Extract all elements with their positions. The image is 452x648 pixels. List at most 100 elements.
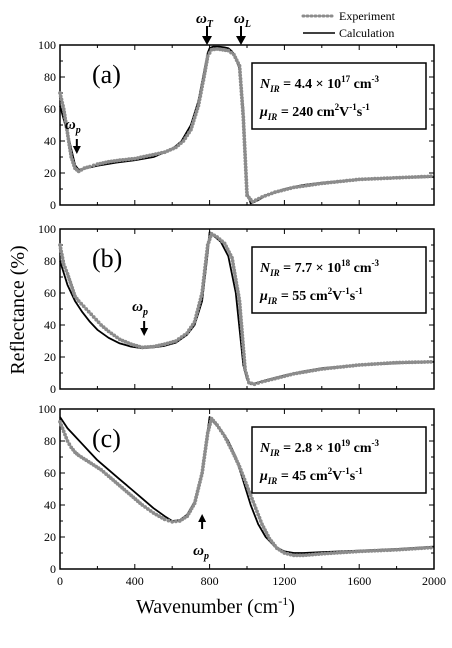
experiment-point: [63, 116, 67, 120]
experiment-point: [76, 169, 81, 174]
experiment-point: [237, 302, 242, 306]
experiment-point: [376, 361, 380, 366]
experiment-point: [354, 177, 358, 182]
experiment-point: [282, 187, 287, 192]
experiment-point: [193, 112, 198, 117]
experiment-point: [251, 499, 256, 504]
experiment-point: [264, 530, 269, 535]
experiment-point: [190, 322, 195, 327]
experiment-point: [196, 486, 201, 491]
experiment-point: [196, 303, 201, 308]
experiment-point: [195, 106, 200, 111]
experiment-point: [203, 262, 208, 267]
experiment-point: [199, 87, 204, 92]
experiment-point: [397, 175, 402, 180]
experiment-point: [422, 546, 427, 550]
experiment-point: [316, 552, 321, 556]
experiment-point: [224, 244, 229, 249]
x-tick-label: 400: [126, 574, 144, 588]
experiment-point: [60, 255, 65, 260]
panel-1: 0 20 40 60 80 100 (b) NIR = 7.7 × 1018 cm-3 μIR …: [38, 222, 435, 396]
experiment-point: [335, 365, 340, 370]
experiment-point: [160, 515, 164, 520]
experiment-point: [182, 333, 187, 337]
experiment-point: [372, 362, 377, 366]
experiment-point: [228, 253, 233, 257]
experiment-point: [204, 443, 208, 448]
omega-t-arrow: [202, 26, 212, 45]
experiment-point: [351, 363, 355, 368]
experiment-point: [112, 333, 117, 338]
series-experiment: [58, 231, 433, 387]
top-markers: ωT ωL: [196, 11, 251, 45]
experiment-point: [244, 187, 249, 192]
experiment-point: [202, 452, 207, 457]
x-tick-label: 2000: [422, 574, 446, 588]
experiment-point: [323, 366, 327, 371]
experiment-point: [228, 445, 233, 450]
experiment-point: [276, 189, 281, 194]
experiment-point: [291, 185, 296, 190]
experiment-point: [203, 449, 208, 454]
experiment-point: [369, 549, 374, 553]
experiment-point: [282, 551, 287, 555]
experiment-point: [243, 162, 248, 166]
experiment-point: [256, 512, 261, 517]
experiment-point: [382, 548, 386, 553]
experiment-point: [244, 174, 249, 179]
experiment-point: [146, 345, 150, 349]
experiment-point: [197, 100, 201, 105]
experiment-point: [181, 139, 186, 143]
n-ir-value: NIR = 7.7 × 1018 cm-3: [259, 258, 379, 278]
panel-label: (c): [92, 424, 121, 453]
experiment-point: [196, 307, 200, 311]
experiment-point: [404, 547, 408, 552]
experiment-point: [313, 552, 318, 557]
experiment-point: [204, 60, 209, 64]
experiment-point: [397, 360, 402, 365]
experiment-point: [407, 547, 411, 551]
y-tick-label: 80: [44, 254, 56, 268]
experiment-point: [394, 547, 399, 552]
experiment-point: [242, 143, 247, 148]
experiment-point: [194, 495, 199, 500]
experiment-point: [94, 317, 99, 322]
experiment-point: [253, 198, 258, 203]
experiment-point: [298, 553, 302, 558]
experiment-point: [295, 185, 299, 189]
experiment-point: [310, 368, 315, 373]
experiment-point: [425, 545, 430, 550]
experiment-point: [245, 374, 249, 379]
experiment-point: [301, 184, 305, 189]
experiment-point: [332, 551, 337, 555]
experiment-point: [242, 133, 247, 138]
experiment-point: [410, 360, 415, 365]
experiment-point: [79, 301, 84, 306]
experiment-point: [240, 471, 244, 475]
experiment-point: [198, 480, 202, 484]
experiment-point: [243, 149, 247, 154]
experiment-point: [354, 549, 358, 554]
experiment-point: [201, 78, 206, 83]
experiment-point: [212, 233, 217, 238]
experiment-point: [159, 150, 164, 155]
experiment-point: [191, 118, 196, 123]
experiment-point: [382, 176, 386, 181]
experiment-point: [344, 364, 349, 369]
parameter-box: [251, 246, 427, 314]
experiment-point: [372, 548, 377, 553]
experiment-point: [120, 338, 125, 343]
experiment-point: [239, 92, 244, 97]
experiment-point: [201, 281, 206, 286]
experiment-point: [354, 363, 358, 368]
experiment-point: [220, 431, 225, 436]
chart-panels: 0 20 40 60 80 100 (a) NIR = 4.4 × 1017 cm-3 μIR …: [38, 38, 446, 588]
experiment-point: [429, 360, 433, 364]
experiment-point: [425, 174, 430, 179]
experiment-point: [240, 99, 245, 103]
experiment-point: [422, 360, 427, 364]
experiment-point: [416, 175, 421, 179]
experiment-point: [410, 175, 415, 180]
experiment-point: [237, 63, 242, 68]
x-tick-label: 1200: [272, 574, 296, 588]
